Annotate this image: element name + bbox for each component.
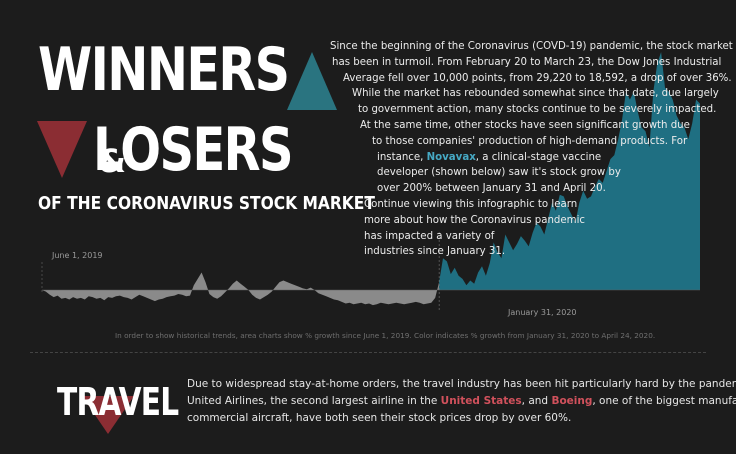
intro-line: Continue viewing this infographic to lea… bbox=[364, 198, 578, 210]
travel-line: Due to widespread stay-at-home orders, t… bbox=[187, 378, 736, 390]
novavax-link[interactable]: Novavax bbox=[426, 151, 476, 163]
travel-line: commercial aircraft, have both seen thei… bbox=[187, 412, 572, 424]
travel-triangle-icon bbox=[82, 396, 134, 434]
intro-line-novavax: instance, Novavax, a clinical-stage vacc… bbox=[330, 150, 695, 166]
intro-line: over 200% between January 31 and April 2… bbox=[377, 183, 606, 195]
section-divider bbox=[30, 352, 706, 353]
intro-text: , a clinical-stage vaccine bbox=[475, 151, 602, 163]
intro-paragraph: Since the beginning of the Coronavirus (… bbox=[330, 39, 733, 260]
chart-mid-label: January 31, 2020 bbox=[508, 308, 577, 317]
travel-line: United Airlines, the second largest airl… bbox=[187, 393, 736, 410]
chart-footnote: In order to show historical trends, area… bbox=[115, 331, 656, 340]
intro-line: to those companies' production of high-d… bbox=[372, 135, 688, 147]
united-states-link[interactable]: United States bbox=[440, 395, 522, 407]
loser-triangle-icon bbox=[37, 121, 87, 178]
travel-text: , and bbox=[521, 395, 552, 407]
intro-line: Average fell over 10,000 points, from 29… bbox=[343, 72, 732, 84]
title-ampersand: & bbox=[98, 142, 126, 180]
travel-text: , one of the biggest manufacturers of bbox=[592, 395, 736, 407]
page-subtitle: OF THE CORONAVIRUS STOCK MARKET bbox=[38, 193, 375, 214]
area-series-before bbox=[42, 272, 440, 306]
intro-line: Since the beginning of the Coronavirus (… bbox=[330, 41, 733, 52]
title-losers: LOSERS bbox=[93, 115, 294, 185]
intro-line: to government action, many stocks contin… bbox=[358, 104, 717, 116]
chart-start-label: June 1, 2019 bbox=[52, 251, 103, 260]
area-chart bbox=[41, 52, 700, 312]
intro-line: has been in turmoil. From February 20 to… bbox=[332, 56, 722, 68]
travel-paragraph: Due to widespread stay-at-home orders, t… bbox=[187, 376, 736, 427]
title-winners: WINNERS bbox=[38, 35, 290, 105]
intro-line: At the same time, other stocks have seen… bbox=[360, 119, 690, 131]
intro-line: industries since January 31. bbox=[364, 246, 506, 258]
intro-text: instance, bbox=[377, 151, 427, 163]
winner-triangle-icon bbox=[287, 52, 337, 110]
travel-text: United Airlines, the second largest airl… bbox=[187, 395, 441, 407]
travel-heading: TRAVEL bbox=[57, 380, 179, 424]
boeing-link[interactable]: Boeing bbox=[551, 395, 593, 407]
area-series-after bbox=[439, 52, 700, 290]
intro-line: developer (shown below) saw it's stock g… bbox=[377, 167, 621, 179]
intro-line: While the market has rebounded somewhat … bbox=[352, 88, 719, 100]
intro-line: more about how the Coronavirus pandemic bbox=[364, 214, 586, 226]
intro-line: has impacted a variety of bbox=[364, 230, 495, 242]
